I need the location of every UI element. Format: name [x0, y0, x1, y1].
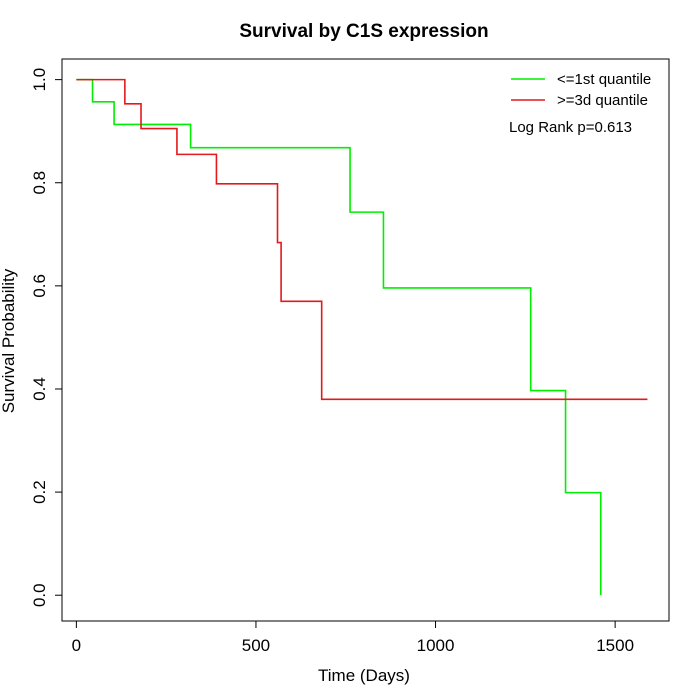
plot-frame [61, 58, 670, 622]
y-tick-label: 0.2 [30, 480, 49, 504]
y-tick-label: 0.6 [30, 274, 49, 298]
y-tick-label: 0.4 [30, 377, 49, 401]
x-axis: 0 500 1000 1500 [72, 620, 634, 655]
x-tick-label: 1500 [596, 636, 634, 655]
y-tick-label: 1.0 [30, 68, 49, 92]
y-tick-label: 0.0 [30, 583, 49, 607]
y-axis: 0.0 0.2 0.4 0.6 0.8 1.0 [30, 68, 63, 607]
chart-title: Survival by C1S expression [239, 21, 488, 42]
legend: <=1st quantile >=3d quantile [511, 71, 651, 109]
series-line-1 [76, 78, 602, 596]
y-axis-label: Survival Probability [0, 268, 18, 413]
y-tick-label: 0.8 [30, 171, 49, 195]
x-tick-label: 1000 [417, 636, 455, 655]
log-rank-annotation: Log Rank p=0.613 [509, 119, 632, 136]
x-tick-label: 0 [72, 636, 81, 655]
series-layer [76, 78, 648, 596]
x-tick-label: 500 [242, 636, 270, 655]
legend-entry-2: >=3d quantile [557, 92, 648, 109]
series-line-2 [76, 78, 648, 401]
legend-entry-1: <=1st quantile [557, 71, 651, 88]
x-axis-label: Time (Days) [318, 666, 410, 685]
